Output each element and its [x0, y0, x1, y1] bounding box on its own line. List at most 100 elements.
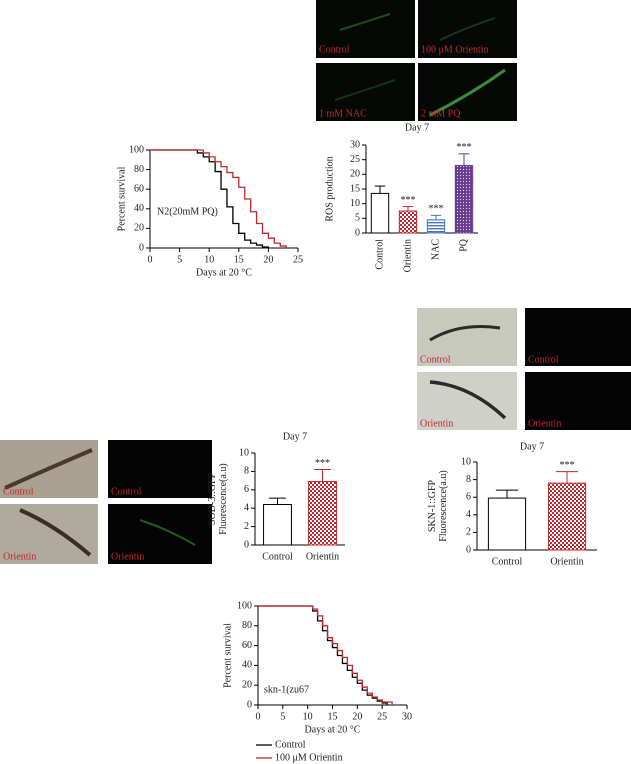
y-tick-label: 10: [239, 447, 249, 458]
image-label: Control: [528, 354, 559, 365]
image: [316, 0, 415, 58]
bar: [454, 165, 474, 234]
y-tick-label: 4: [466, 509, 471, 520]
bar: [308, 481, 337, 546]
worm: [4, 448, 93, 490]
y-tick-label: 0: [247, 699, 252, 710]
y-tick-label: 10: [350, 198, 360, 209]
y-tick-label: 0: [355, 227, 360, 238]
image-label: Control: [3, 486, 34, 497]
image-label: Orientin: [528, 418, 561, 429]
chart-title: Day 7: [520, 441, 544, 452]
bar: [398, 210, 418, 234]
significance: ***: [401, 195, 416, 206]
y-tick-label: 30: [350, 139, 360, 150]
sod3-images: Control Control Orientin Orientin: [0, 440, 212, 564]
survival-line: [258, 605, 393, 705]
y-tick-label: 20: [134, 223, 144, 234]
image-label: Control: [319, 44, 350, 55]
y-tick-label: 6: [466, 491, 471, 502]
y-tick-label: 60: [134, 183, 144, 194]
x-tick-label: 10: [204, 254, 214, 265]
x-axis-label: Days at 20 °C: [305, 724, 361, 735]
y-axis-label: ROS production: [324, 156, 335, 221]
y-axis-label: Fluorescence(a.u): [218, 463, 229, 534]
bar: [426, 219, 446, 234]
x-tick-label: 0: [148, 254, 153, 265]
y-tick-label: 6: [244, 484, 249, 495]
bar: [263, 504, 292, 546]
annotation: N2(20mM PQ): [157, 206, 218, 217]
worm: [439, 17, 496, 41]
y-tick-label: 15: [350, 183, 360, 194]
worm: [429, 325, 501, 342]
x-tick-label: 5: [177, 254, 182, 265]
x-tick-label: Control: [262, 551, 293, 562]
image-label: Control: [420, 354, 451, 365]
y-tick-label: 60: [242, 640, 252, 651]
x-tick-label: Orientin: [402, 239, 413, 272]
legend-label: Control: [275, 739, 306, 750]
chart-title: Day 7: [283, 431, 307, 442]
y-tick-label: 10: [461, 456, 471, 467]
x-tick-label: PQ: [458, 238, 469, 252]
image: [0, 504, 98, 564]
x-tick-label: 15: [234, 254, 244, 265]
x-tick-label: Control: [374, 239, 385, 270]
image: [108, 440, 212, 498]
worm: [19, 508, 92, 557]
y-tick-label: 0: [466, 544, 471, 555]
x-tick-label: 10: [303, 711, 313, 722]
significance: ***: [457, 142, 472, 153]
worm: [429, 380, 507, 420]
x-tick-label: 25: [377, 711, 387, 722]
worm: [339, 13, 391, 31]
y-axis-label: Fluorescence(a.u): [438, 470, 449, 541]
image-label: Orientin: [3, 551, 36, 562]
x-tick-label: 20: [263, 254, 273, 265]
worm: [334, 79, 396, 101]
x-tick-label: 0: [256, 711, 261, 722]
annotation: skn-1(zu67: [264, 684, 309, 695]
worm: [429, 68, 506, 117]
y-tick-label: 8: [466, 474, 471, 485]
ros-images: Control 100 μM Orientin 1 mM NAC 2 mM PQ: [316, 0, 517, 121]
y-axis-label: SOD-3::GFP: [207, 472, 218, 525]
image: [525, 372, 631, 430]
y-tick-label: 2: [466, 527, 471, 538]
y-tick-label: 0: [139, 242, 144, 253]
y-tick-label: 4: [244, 502, 249, 513]
x-tick-label: 20: [352, 711, 362, 722]
x-tick-label: 15: [328, 711, 338, 722]
y-tick-label: 80: [134, 164, 144, 175]
x-axis-label: Days at 20 °C: [196, 267, 252, 278]
x-tick-label: Orientin: [550, 556, 583, 567]
significance: ***: [560, 460, 575, 471]
x-tick-label: 5: [280, 711, 285, 722]
legend-label: 100 μM Orientin: [275, 752, 343, 763]
y-tick-label: 8: [244, 466, 249, 477]
y-tick-label: 80: [242, 620, 252, 631]
image-label: 1 mM NAC: [319, 108, 367, 119]
y-tick-label: 100: [237, 600, 252, 611]
skn1-images: Control Control Orientin Orientin: [417, 308, 631, 430]
survival-line: [150, 149, 287, 248]
y-axis-label: Percent survival: [222, 623, 233, 688]
image-label: Control: [111, 486, 142, 497]
bar: [487, 497, 527, 551]
survival-line: [150, 149, 270, 248]
y-axis-label: SKN-1::GFP: [427, 479, 438, 532]
x-tick-label: Control: [492, 556, 523, 567]
image-label: 2 mM PQ: [421, 108, 461, 119]
y-tick-label: 5: [355, 213, 360, 224]
image: [316, 63, 415, 121]
bar: [547, 482, 587, 551]
x-tick-label: Orientin: [306, 551, 339, 562]
significance: ***: [315, 458, 330, 469]
image: [108, 504, 212, 564]
image-label: 100 μM Orientin: [421, 44, 489, 55]
image-label: Orientin: [111, 551, 144, 562]
y-axis-label: Percent survival: [116, 166, 127, 231]
